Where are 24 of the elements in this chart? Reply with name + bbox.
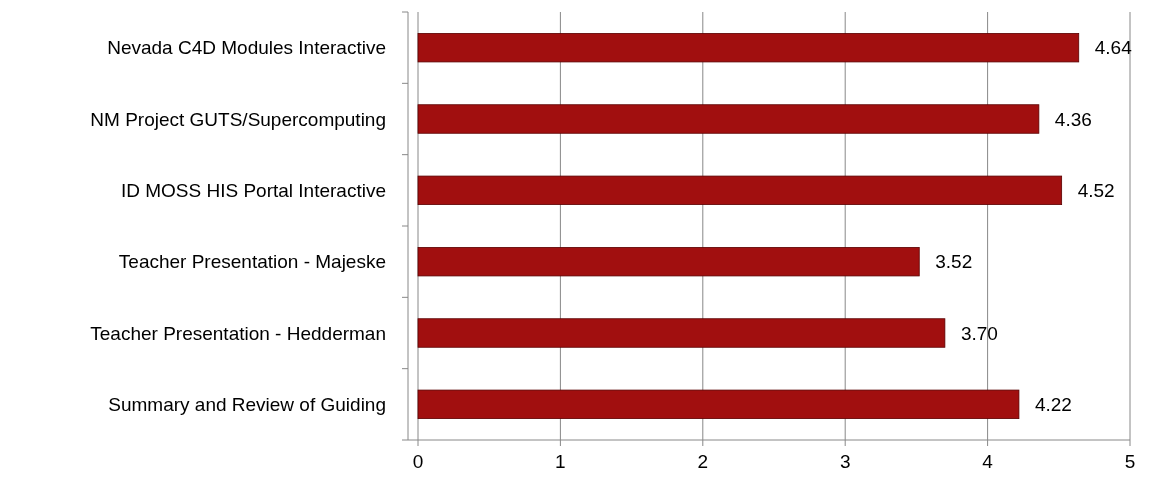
x-tick-label: 1 <box>555 451 566 472</box>
data-label: 4.52 <box>1077 179 1115 201</box>
y-tick-label: Teacher Presentation - Majeske <box>118 251 386 273</box>
x-tick-label: 2 <box>697 451 709 472</box>
data-label: 3.52 <box>935 251 973 273</box>
bar <box>417 318 946 348</box>
bar <box>417 104 1040 134</box>
y-tick-label: Nevada C4D Modules Interactive <box>107 37 386 59</box>
data-label: 4.64 <box>1094 37 1133 59</box>
data-label: 3.70 <box>960 322 998 344</box>
x-tick-label: 4 <box>982 451 994 472</box>
y-tick-label: Teacher Presentation - Hedderman <box>90 322 386 344</box>
x-tick-label: 3 <box>839 451 851 472</box>
data-label: 4.36 <box>1054 108 1092 130</box>
bar <box>417 389 1020 419</box>
y-tick-label: ID MOSS HIS Portal Interactive <box>120 179 386 201</box>
x-tick-label: 0 <box>412 451 424 472</box>
y-tick-label: NM Project GUTS/Supercomputing <box>90 108 386 130</box>
bar <box>417 175 1063 205</box>
bar <box>417 33 1080 63</box>
y-tick-label: Summary and Review of Guiding <box>108 393 386 415</box>
bar <box>417 247 920 277</box>
data-label: 4.22 <box>1034 393 1072 415</box>
x-tick-label: 5 <box>1124 451 1136 472</box>
